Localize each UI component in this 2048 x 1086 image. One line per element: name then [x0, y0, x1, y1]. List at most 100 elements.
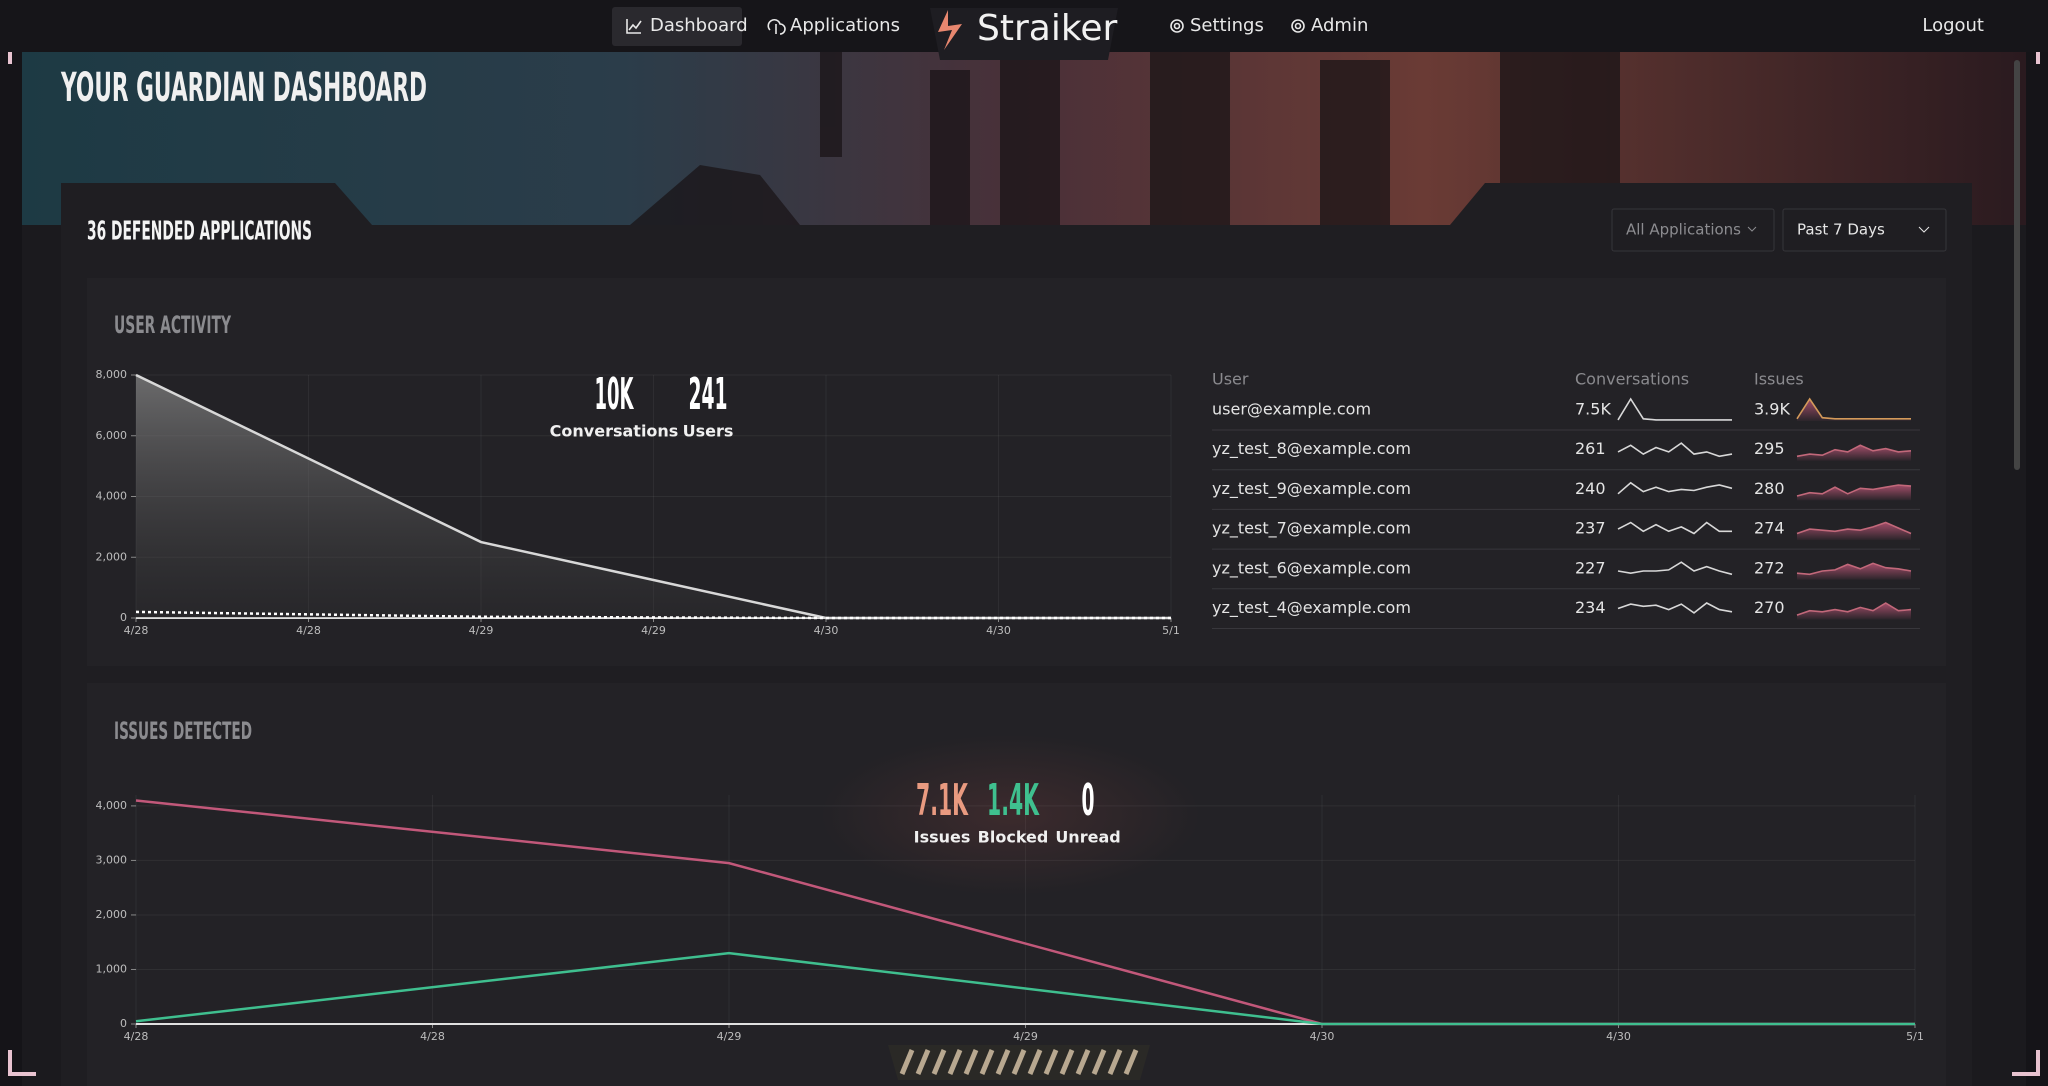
nav-active [612, 7, 742, 46]
stat-label: Users [683, 422, 734, 441]
table-header: Issues [1754, 370, 1804, 389]
line [135, 373, 1171, 620]
y-tick-label: 0 [120, 611, 127, 624]
issues: 272 [1754, 558, 1785, 577]
logo[interactable]: Straiker [977, 8, 1118, 49]
x-tick-label: 4/30 [814, 624, 839, 637]
issues: 280 [1754, 479, 1785, 498]
area [136, 375, 1171, 618]
stat-label: Conversations [550, 422, 679, 441]
line [135, 610, 1171, 620]
y-tick-label: 2,000 [96, 908, 128, 921]
logo-tab [930, 8, 1118, 60]
stat-value: 1.4K [987, 775, 1040, 826]
sparkline-area [1797, 445, 1911, 461]
y-tick-label: 3,000 [96, 853, 128, 866]
chevron [1918, 226, 1930, 233]
x-tick-label: 5/1 [1906, 1030, 1924, 1043]
y-tick-label: 8,000 [96, 368, 128, 381]
stat-label: Blocked [978, 828, 1049, 847]
stat-value: 10K [595, 369, 635, 420]
card-title: ISSUES DETECTED [114, 717, 252, 745]
user-email: yz_test_9@example.com [1212, 479, 1411, 499]
sparkline [1796, 397, 1911, 420]
filter-dropdown[interactable] [1611, 208, 1775, 252]
nav-item[interactable]: Dashboard [650, 15, 748, 36]
sparkline [1796, 484, 1912, 497]
x-tick-label: 4/28 [124, 1030, 149, 1043]
nav-item[interactable]: Applications [790, 15, 900, 36]
sparkline [1796, 444, 1912, 458]
sparkline [1796, 521, 1912, 535]
stat-label: Issues [914, 828, 971, 847]
page-title: YOUR GUARDIAN DASHBOARD [60, 65, 427, 111]
nav-item[interactable]: Settings [1190, 15, 1264, 36]
conversations: 261 [1575, 439, 1606, 458]
line [135, 951, 1915, 1026]
nav-icons [626, 18, 1305, 35]
glow [820, 735, 1200, 895]
issues: 274 [1754, 519, 1785, 538]
y-tick-label: 0 [120, 1017, 127, 1030]
logo-icon [938, 10, 962, 50]
sparkline-area [1797, 522, 1911, 541]
y-tick-label: 6,000 [96, 429, 128, 442]
x-tick-label: 4/30 [986, 624, 1011, 637]
nav-item[interactable]: Admin [1311, 15, 1368, 36]
logout[interactable]: Logout [1922, 15, 1984, 36]
table-header: Conversations [1575, 370, 1689, 389]
chevron [1747, 226, 1757, 232]
y-tick-label: 4,000 [96, 799, 128, 812]
sparkline-area [1797, 603, 1911, 620]
conversations: 227 [1575, 558, 1606, 577]
sparkline [1617, 481, 1733, 495]
sparkline [1617, 521, 1732, 535]
stat-value: 0 [1082, 775, 1095, 826]
sparkline [1617, 397, 1732, 421]
x-tick-label: 4/29 [1013, 1030, 1038, 1043]
issues: 270 [1754, 598, 1785, 617]
y-tick-label: 1,000 [96, 962, 128, 975]
stat-value: 241 [689, 369, 728, 420]
table-header: User [1212, 370, 1249, 389]
scrollbar[interactable] [2014, 60, 2020, 470]
conversations: 7.5K [1575, 400, 1611, 419]
user-email: yz_test_7@example.com [1212, 519, 1411, 539]
user-email: yz_test_6@example.com [1212, 558, 1411, 578]
user-email: yz_test_4@example.com [1212, 598, 1411, 618]
section-title: 36 DEFENDED APPLICATIONS [87, 217, 312, 247]
filter-dropdown[interactable] [1782, 208, 1947, 252]
filter-label[interactable]: Past 7 Days [1797, 221, 1885, 239]
conversations: 240 [1575, 479, 1606, 498]
sparkline [1796, 562, 1912, 576]
user-email: yz_test_8@example.com [1212, 439, 1411, 459]
card-title: USER ACTIVITY [114, 311, 231, 339]
x-tick-label: 4/30 [1606, 1030, 1631, 1043]
stat-label: Unread [1055, 828, 1120, 847]
content: 0 2,000 4,000 6,000 8,000 4/28 4/28 4/29 4/29 4/3… [96, 368, 1924, 1043]
issues: 3.9K [1754, 400, 1790, 419]
x-tick-label: 4/28 [124, 624, 149, 637]
sparkline [1617, 602, 1733, 614]
sparkline-area [1797, 485, 1911, 501]
x-tick-label: 4/29 [469, 624, 494, 637]
sparkline [1617, 561, 1733, 576]
x-tick-label: 4/29 [717, 1030, 742, 1043]
x-tick-label: 4/28 [420, 1030, 445, 1043]
conversations: 237 [1575, 519, 1606, 538]
sparkline [1796, 602, 1912, 616]
user-email: user@example.com [1212, 400, 1371, 419]
y-tick-label: 4,000 [96, 490, 128, 503]
filter-label[interactable]: All Applications [1626, 221, 1741, 239]
x-tick-label: 5/1 [1162, 624, 1180, 637]
conversations: 234 [1575, 598, 1606, 617]
x-tick-label: 4/28 [296, 624, 321, 637]
x-tick-label: 4/29 [641, 624, 666, 637]
y-tick-label: 2,000 [96, 550, 128, 563]
x-tick-label: 4/30 [1310, 1030, 1335, 1043]
bottom-hatch [899, 1049, 1139, 1075]
issues: 295 [1754, 439, 1785, 458]
sparkline [1617, 442, 1733, 458]
stat-value: 7.1K [916, 775, 969, 826]
